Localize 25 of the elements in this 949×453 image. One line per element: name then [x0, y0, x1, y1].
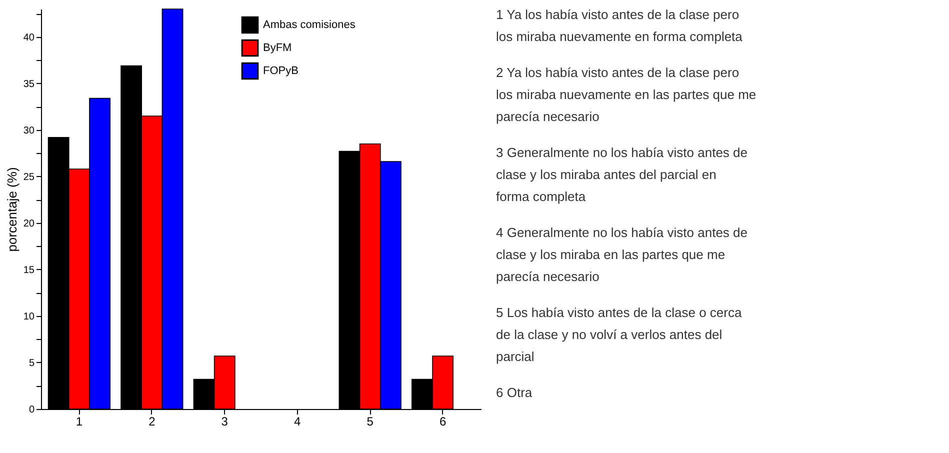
y-tick-label: 0: [28, 404, 35, 416]
y-axis-title: porcentaje (%): [4, 167, 20, 252]
y-tick-label: 5: [28, 358, 35, 369]
y-tick-label: 35: [23, 78, 35, 90]
text: 2 Ya los había visto antes de la clase pero los miraba nuevamente en las partes que me parecía necesario: [496, 65, 756, 124]
text: 6 Otra: [496, 385, 533, 400]
y-tick-label: 40: [23, 32, 35, 44]
y-tick-label: 25: [23, 172, 35, 183]
y-tick-label: 20: [23, 218, 35, 230]
x-tick-label: 5: [366, 414, 374, 428]
legend-label: Ambas comisiones: [263, 19, 356, 31]
text: 4 Generalmente no los había visto antes de clase y los miraba en las partes que me parecía necesario: [496, 225, 748, 284]
text: 1 Ya los había visto antes de la clase pero los miraba nuevamente en forma completa: [496, 7, 744, 44]
x-tick-label: 1: [76, 414, 83, 428]
x-tick-label: 4: [294, 414, 302, 428]
x-tick-label: 3: [221, 414, 228, 428]
text: 3 Generalmente no los había visto antes de clase y los miraba antes del parcial en forma completa: [496, 145, 748, 204]
x-tick-label: 6: [439, 414, 446, 428]
legend-label: FOPyB: [263, 65, 298, 77]
x-tick-label: 2: [148, 414, 156, 428]
y-tick-label: 15: [23, 264, 35, 276]
y-tick-label: 10: [23, 311, 35, 322]
text: 5 Los había visto antes de la clase o cerca de la clase y no volví a verlos antes del parcial: [496, 305, 742, 364]
legend-label: ByFM: [263, 42, 292, 54]
y-tick-label: 30: [23, 125, 35, 136]
